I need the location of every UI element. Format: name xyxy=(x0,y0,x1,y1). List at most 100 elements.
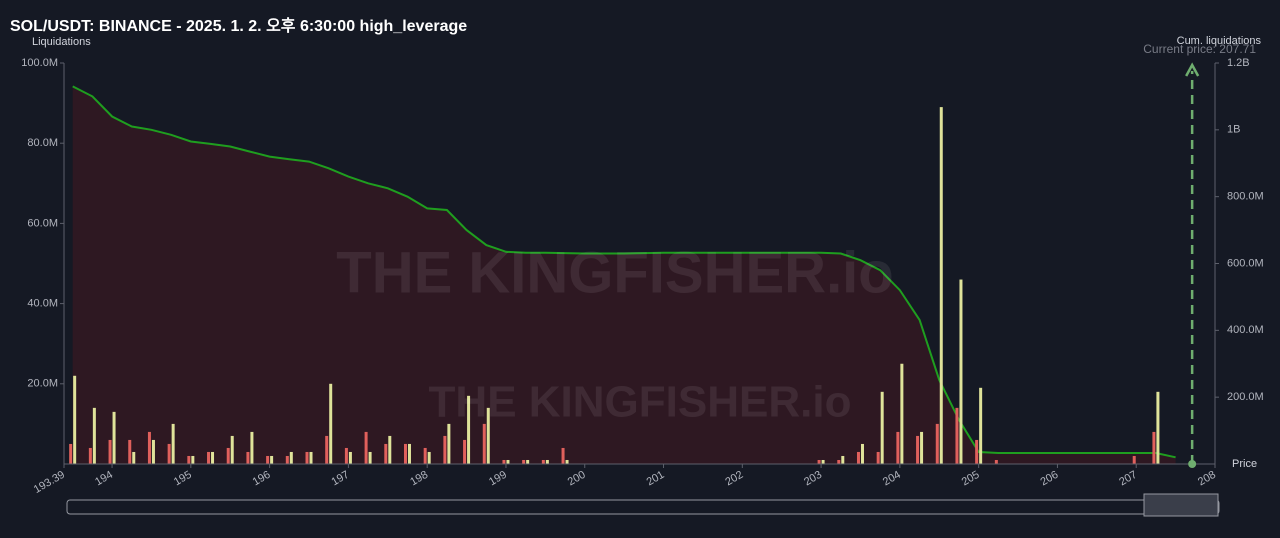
plot-area xyxy=(69,85,1176,465)
bar xyxy=(289,451,293,464)
bar xyxy=(187,455,191,464)
bar xyxy=(817,459,821,464)
bar xyxy=(1152,431,1156,464)
bar xyxy=(171,423,175,464)
bar xyxy=(994,459,998,464)
bar xyxy=(561,447,565,464)
scrollbar[interactable] xyxy=(66,493,1220,517)
bar xyxy=(541,459,545,464)
bar xyxy=(975,439,979,464)
y-tick-label: 80.0M xyxy=(27,137,58,149)
bar xyxy=(837,459,841,464)
bar xyxy=(112,411,116,464)
bar xyxy=(935,423,939,464)
bar xyxy=(266,455,270,464)
bar xyxy=(285,455,289,464)
bar xyxy=(368,451,372,464)
bar xyxy=(108,439,112,464)
bar xyxy=(132,451,136,464)
bar xyxy=(860,443,864,464)
bar xyxy=(959,279,963,464)
y2-tick-label: 1.2B xyxy=(1227,57,1250,69)
bar xyxy=(526,459,530,464)
y-tick-label: 100.0M xyxy=(21,57,58,69)
y-tick-label: 20.0M xyxy=(27,378,58,390)
watermark: THE KINGFISHER.io xyxy=(429,378,852,427)
bar xyxy=(191,455,195,464)
bar xyxy=(482,423,486,464)
bar xyxy=(880,391,884,464)
bar xyxy=(230,435,234,464)
y2-tick-label: 600.0M xyxy=(1227,257,1264,269)
bar xyxy=(1156,391,1160,464)
bar xyxy=(443,435,447,464)
y2-tick-label: 1B xyxy=(1227,124,1240,136)
bar xyxy=(88,447,92,464)
bar xyxy=(128,439,132,464)
bar xyxy=(309,451,313,464)
bar xyxy=(92,407,96,464)
bar xyxy=(270,455,274,464)
bar xyxy=(1132,455,1136,464)
bar xyxy=(900,363,904,464)
bar xyxy=(348,451,352,464)
bar xyxy=(73,375,77,464)
cum-line xyxy=(72,85,1176,459)
bar xyxy=(896,431,900,464)
bar xyxy=(502,459,506,464)
bar xyxy=(545,459,549,464)
current-price-label: Current price: 207.71 xyxy=(1143,42,1256,56)
cum-area xyxy=(72,86,1176,465)
bar xyxy=(920,431,924,464)
y-tick-label: 40.0M xyxy=(27,298,58,310)
bar xyxy=(250,431,254,464)
bar xyxy=(305,451,309,464)
bar xyxy=(246,451,250,464)
bar xyxy=(147,431,151,464)
bar xyxy=(226,447,230,464)
bar xyxy=(522,459,526,464)
y-axis-label: Liquidations xyxy=(32,36,91,48)
x-axis-label: Price xyxy=(1232,458,1257,470)
bar xyxy=(151,439,155,464)
bar xyxy=(916,435,920,464)
bar xyxy=(407,443,411,464)
bar xyxy=(506,459,510,464)
bar xyxy=(69,443,73,464)
y2-tick-label: 200.0M xyxy=(1227,391,1264,403)
bar xyxy=(955,407,959,464)
bar xyxy=(856,451,860,464)
bar xyxy=(207,451,211,464)
bar xyxy=(821,459,825,464)
bar xyxy=(979,387,983,464)
bar xyxy=(344,447,348,464)
watermark: THE KINGFISHER.io xyxy=(336,240,893,305)
scrollbar-track[interactable] xyxy=(66,499,1220,515)
current-price-dot xyxy=(1188,460,1197,468)
bar xyxy=(447,423,451,464)
bar xyxy=(325,435,329,464)
bar xyxy=(876,451,880,464)
bar xyxy=(939,107,943,465)
bar xyxy=(427,451,431,464)
y2-tick-label: 800.0M xyxy=(1227,191,1264,203)
bar xyxy=(463,439,467,464)
bar xyxy=(388,435,392,464)
bar xyxy=(841,455,845,464)
bar xyxy=(423,447,427,464)
bar xyxy=(565,459,569,464)
scrollbar-handle[interactable] xyxy=(1143,493,1219,517)
y-tick-label: 60.0M xyxy=(27,217,58,229)
bar xyxy=(364,431,368,464)
bar xyxy=(403,443,407,464)
bar xyxy=(167,443,171,464)
bar xyxy=(329,383,333,464)
bar xyxy=(467,395,471,464)
chart-title: SOL/USDT: BINANCE - 2025. 1. 2. 오후 6:30:… xyxy=(10,16,467,35)
bar xyxy=(384,443,388,464)
y2-tick-label: 400.0M xyxy=(1227,324,1264,336)
bar xyxy=(211,451,215,464)
bar xyxy=(486,407,490,464)
